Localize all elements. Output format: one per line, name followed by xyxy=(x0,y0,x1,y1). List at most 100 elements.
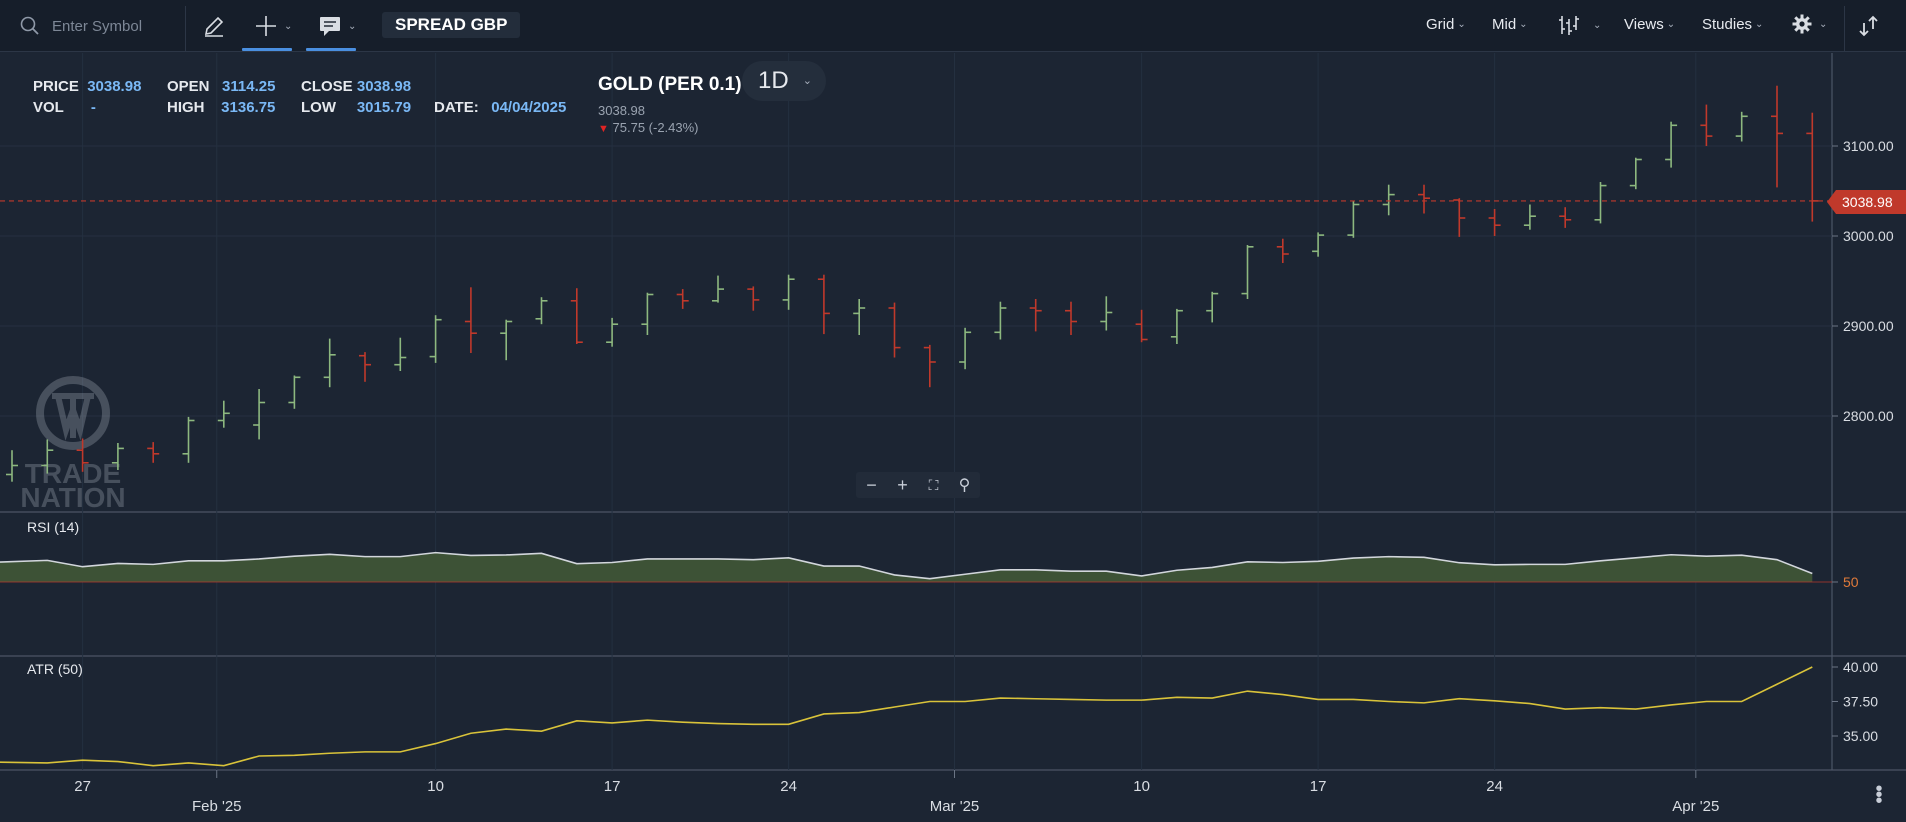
ohlc-bar xyxy=(1135,309,1148,343)
price-readout: PRICE 3038.98 xyxy=(33,78,141,95)
fullscreen-icon[interactable]: ⛶ xyxy=(928,476,939,493)
chevron-down-icon: ⌄ xyxy=(1666,19,1676,30)
chevron-down-icon: ⌄ xyxy=(284,20,293,32)
ohlc-bar xyxy=(782,274,795,310)
crosshair-tool-button[interactable]: ⌄ xyxy=(254,12,292,40)
atr-line xyxy=(0,666,1813,767)
ohlc-bar xyxy=(323,338,336,388)
close-value: 3038.98 xyxy=(356,78,412,95)
atr-tick-label: 35.00 xyxy=(1843,728,1878,744)
ohlc-bar xyxy=(429,315,442,363)
date-readout: DATE: 04/04/2025 xyxy=(434,99,566,116)
watermark-line2: NATION xyxy=(20,482,125,513)
chevron-down-icon: ⌄ xyxy=(1457,19,1466,30)
ohlc-bar xyxy=(676,289,689,309)
ohlc-bars-icon xyxy=(1559,16,1579,35)
zoom-in-icon[interactable]: + xyxy=(897,474,908,495)
ohlc-bar xyxy=(747,286,760,311)
atr-panel-label: ATR (50) xyxy=(27,661,83,677)
comment-active-indicator xyxy=(306,48,356,51)
trade-button[interactable] xyxy=(1856,12,1882,40)
last-price-tag: 3038.98 xyxy=(1827,190,1906,214)
time-tick-label: Apr '25 xyxy=(1672,798,1719,815)
price-tick-label: 2800.00 xyxy=(1843,408,1894,424)
pencil-icon xyxy=(204,16,224,37)
ohlc-bar xyxy=(464,287,477,353)
axes: 2800.00 2900.00 3000.00 3100.00 27 Feb '25 10 1… xyxy=(74,138,1894,815)
high-key: HIGH xyxy=(167,99,205,116)
vol-key: VOL xyxy=(33,99,64,116)
atr-tick-label: 37.50 xyxy=(1843,694,1878,710)
gear-icon xyxy=(1792,14,1812,34)
ohlc-bar xyxy=(1100,296,1113,331)
ohlc-bar xyxy=(111,443,124,470)
low-value: 3015.79 xyxy=(356,99,412,116)
top-toolbar: ⌄ ⌄ SPREAD GBP Grid⌄ Mid⌄ ⌄ Views⌄ Studi… xyxy=(0,0,1906,52)
time-tick-label: 17 xyxy=(1310,778,1327,795)
search-input[interactable] xyxy=(52,17,172,35)
toolbar-divider xyxy=(185,6,186,52)
time-tick-label: Mar '25 xyxy=(930,798,980,815)
magnifier-icon[interactable]: ⚲ xyxy=(958,477,971,494)
comment-tool-button[interactable]: ⌄ xyxy=(318,12,356,40)
ohlc-bar xyxy=(1771,85,1783,188)
open-value: 3114.25 xyxy=(222,78,276,95)
chevron-down-icon: ⌄ xyxy=(348,20,357,32)
ohlc-bar xyxy=(1559,207,1572,228)
rsi-panel-bg xyxy=(0,512,1832,656)
grid-menu-label: Grid xyxy=(1426,16,1455,33)
more-options-icon[interactable]: • • • xyxy=(1875,778,1883,812)
studies-menu[interactable]: Studies ⌄ xyxy=(1702,16,1763,33)
ohlc-bar xyxy=(41,439,54,474)
ohlc-bar xyxy=(641,292,654,335)
ohlc-bar xyxy=(1418,184,1430,214)
price-tick-label: 3000.00 xyxy=(1843,228,1894,244)
ohlc-bar xyxy=(1594,182,1607,224)
chevron-down-icon: ⌄ xyxy=(802,75,812,87)
comment-icon xyxy=(320,17,340,36)
ohlc-bar xyxy=(1665,121,1678,168)
period-selector[interactable]: 1D ⌄ xyxy=(742,61,826,101)
chart-canvas[interactable]: TRADE NATION 2800.00 2900.00 3000.00 3100.0… xyxy=(0,53,1906,822)
trade-nation-logo: TRADE NATION xyxy=(20,376,126,513)
price-bars xyxy=(0,85,1832,482)
change-value: 75.75 (-2.43%) xyxy=(612,120,699,135)
close-readout: CLOSE 3038.98 xyxy=(301,78,411,95)
chevron-down-icon: ⌄ xyxy=(1519,19,1528,30)
ohlc-bar xyxy=(1206,291,1219,323)
ohlc-bar xyxy=(1700,104,1713,146)
rsi-panel-label: RSI (14) xyxy=(27,519,80,535)
ohlc-bar xyxy=(712,275,724,303)
vol-value: - xyxy=(90,99,96,116)
ohlc-bar xyxy=(570,288,583,344)
low-readout: LOW 3015.79 xyxy=(301,99,411,116)
chevron-down-icon: ⌄ xyxy=(1593,19,1602,31)
rsi-fill xyxy=(0,552,1813,582)
ohlc-bar xyxy=(959,327,972,370)
mid-menu[interactable]: Mid ⌄ xyxy=(1492,16,1528,33)
toolbar-divider xyxy=(1844,6,1845,52)
rsi-line xyxy=(0,551,1813,580)
views-menu[interactable]: Views ⌄ xyxy=(1624,16,1675,33)
draw-tool-button[interactable] xyxy=(202,12,226,40)
atr-series xyxy=(0,666,1813,767)
grid-menu[interactable]: Grid ⌄ xyxy=(1426,16,1466,33)
instrument-title: GOLD (PER 0.1) xyxy=(598,74,742,95)
time-tick-label: 24 xyxy=(1486,778,1503,795)
time-tick-label: 27 xyxy=(74,778,91,795)
chart-type-menu[interactable]: ⌄ xyxy=(1558,14,1601,36)
low-key: LOW xyxy=(301,99,336,116)
ohlc-bar xyxy=(1523,204,1536,230)
period-value: 1D xyxy=(758,67,789,94)
views-menu-label: Views xyxy=(1624,16,1664,33)
time-tick-label: 17 xyxy=(604,778,621,795)
search-icon xyxy=(20,16,39,35)
ohlc-bar xyxy=(1453,198,1466,237)
ohlc-bar xyxy=(1241,245,1254,299)
time-tick-label: 24 xyxy=(780,778,797,795)
symbol-search[interactable] xyxy=(20,12,180,40)
arrow-down-icon: ▼ xyxy=(598,123,609,135)
zoom-out-icon[interactable]: − xyxy=(866,474,877,495)
settings-menu[interactable]: ⌄ xyxy=(1792,14,1827,34)
ohlc-bar xyxy=(500,319,513,361)
